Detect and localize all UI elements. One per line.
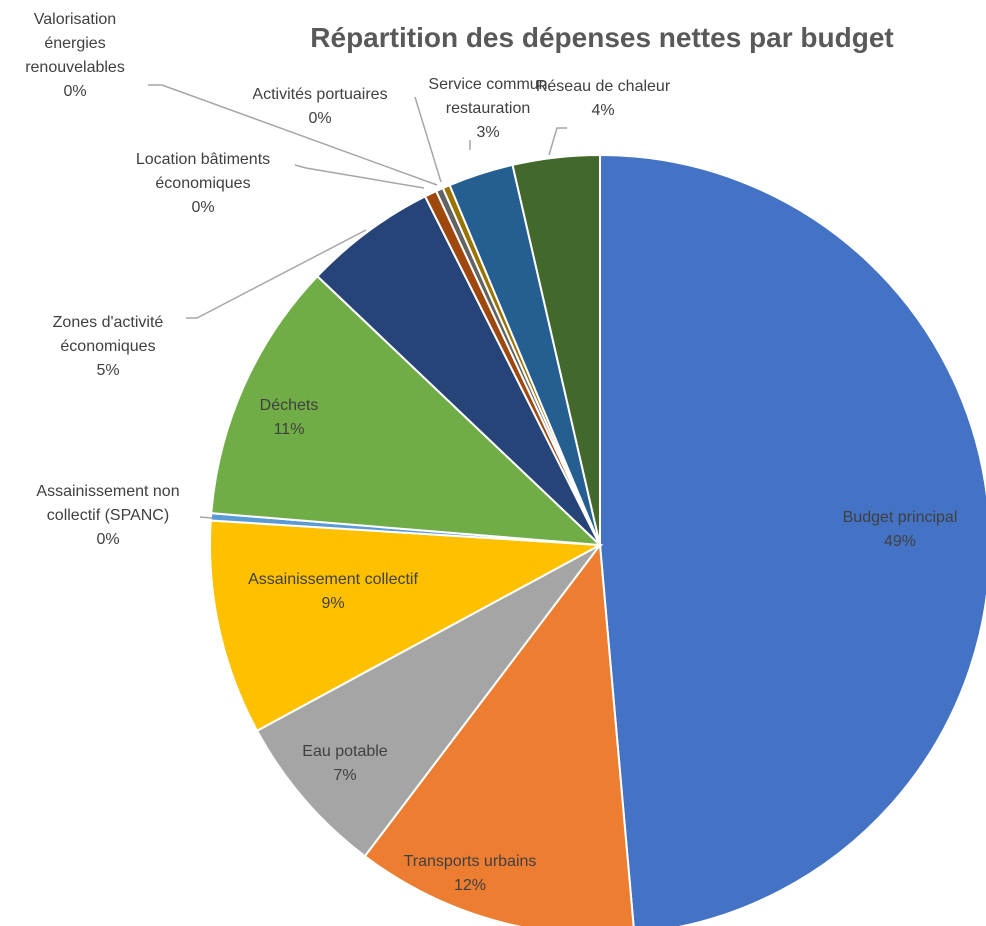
category-label: Budget principal [842, 509, 958, 526]
slice-label: Valorisation énergies renouvelables 0% [10, 8, 140, 104]
category-label: Transports urbains [403, 853, 537, 870]
value-label: 11% [273, 421, 305, 438]
slice-label: Service commun restauration 3% [413, 73, 563, 145]
value-label: 3% [476, 124, 500, 141]
slice-label: Déchets 11% [229, 394, 349, 442]
category-label: Zones d'activité économiques [52, 314, 164, 355]
leader-line [199, 516, 213, 519]
category-label: Eau potable [302, 743, 388, 760]
value-label: 9% [321, 595, 345, 612]
slice-label: Assainissement non collectif (SPANC) 0% [8, 480, 208, 552]
pie-slice [599, 153, 986, 926]
category-label: Service commun restauration [428, 76, 548, 117]
category-label: Activités portuaires [252, 86, 388, 103]
value-label: 0% [191, 199, 215, 216]
slice-label: Location bâtiments économiques 0% [108, 148, 298, 220]
pie-slice [315, 195, 601, 546]
value-label: 5% [96, 362, 120, 379]
category-label: Assainissement non collectif (SPANC) [36, 483, 180, 524]
leader-line [294, 164, 425, 189]
pie-slice [255, 544, 601, 858]
pie-slice [363, 542, 635, 926]
category-label: Valorisation énergies renouvelables [25, 11, 125, 76]
slice-label: Budget principal 49% [800, 506, 986, 554]
slice-label: Zones d'activité économiques 5% [18, 311, 198, 383]
leader-line [186, 229, 367, 319]
value-label: 7% [333, 767, 357, 784]
category-label: Location bâtiments économiques [135, 151, 271, 192]
pie-slice [209, 519, 604, 733]
slice-label: Assainissement collectif 9% [213, 568, 453, 616]
pie-slice [511, 153, 601, 546]
pie-slice [210, 274, 603, 547]
value-label: 0% [308, 110, 332, 127]
slice-label: Réseau de chaleur 4% [513, 75, 693, 123]
value-label: 0% [63, 83, 87, 100]
slice-label: Activités portuaires 0% [225, 83, 415, 131]
leader-line [414, 96, 442, 183]
value-label: 49% [883, 533, 917, 550]
leader-line [148, 84, 438, 186]
category-label: Assainissement collectif [248, 571, 418, 588]
value-label: 12% [453, 877, 487, 894]
category-label: Réseau de chaleur [535, 78, 671, 95]
slice-label: Eau potable 7% [270, 740, 420, 788]
value-label: 4% [591, 102, 615, 119]
leader-line [548, 127, 567, 156]
category-label: Déchets [259, 397, 319, 414]
value-label: 0% [96, 531, 120, 548]
chart-title: Répartition des dépenses nettes par budg… [310, 22, 894, 53]
slice-label: Transports urbains 12% [370, 850, 570, 898]
